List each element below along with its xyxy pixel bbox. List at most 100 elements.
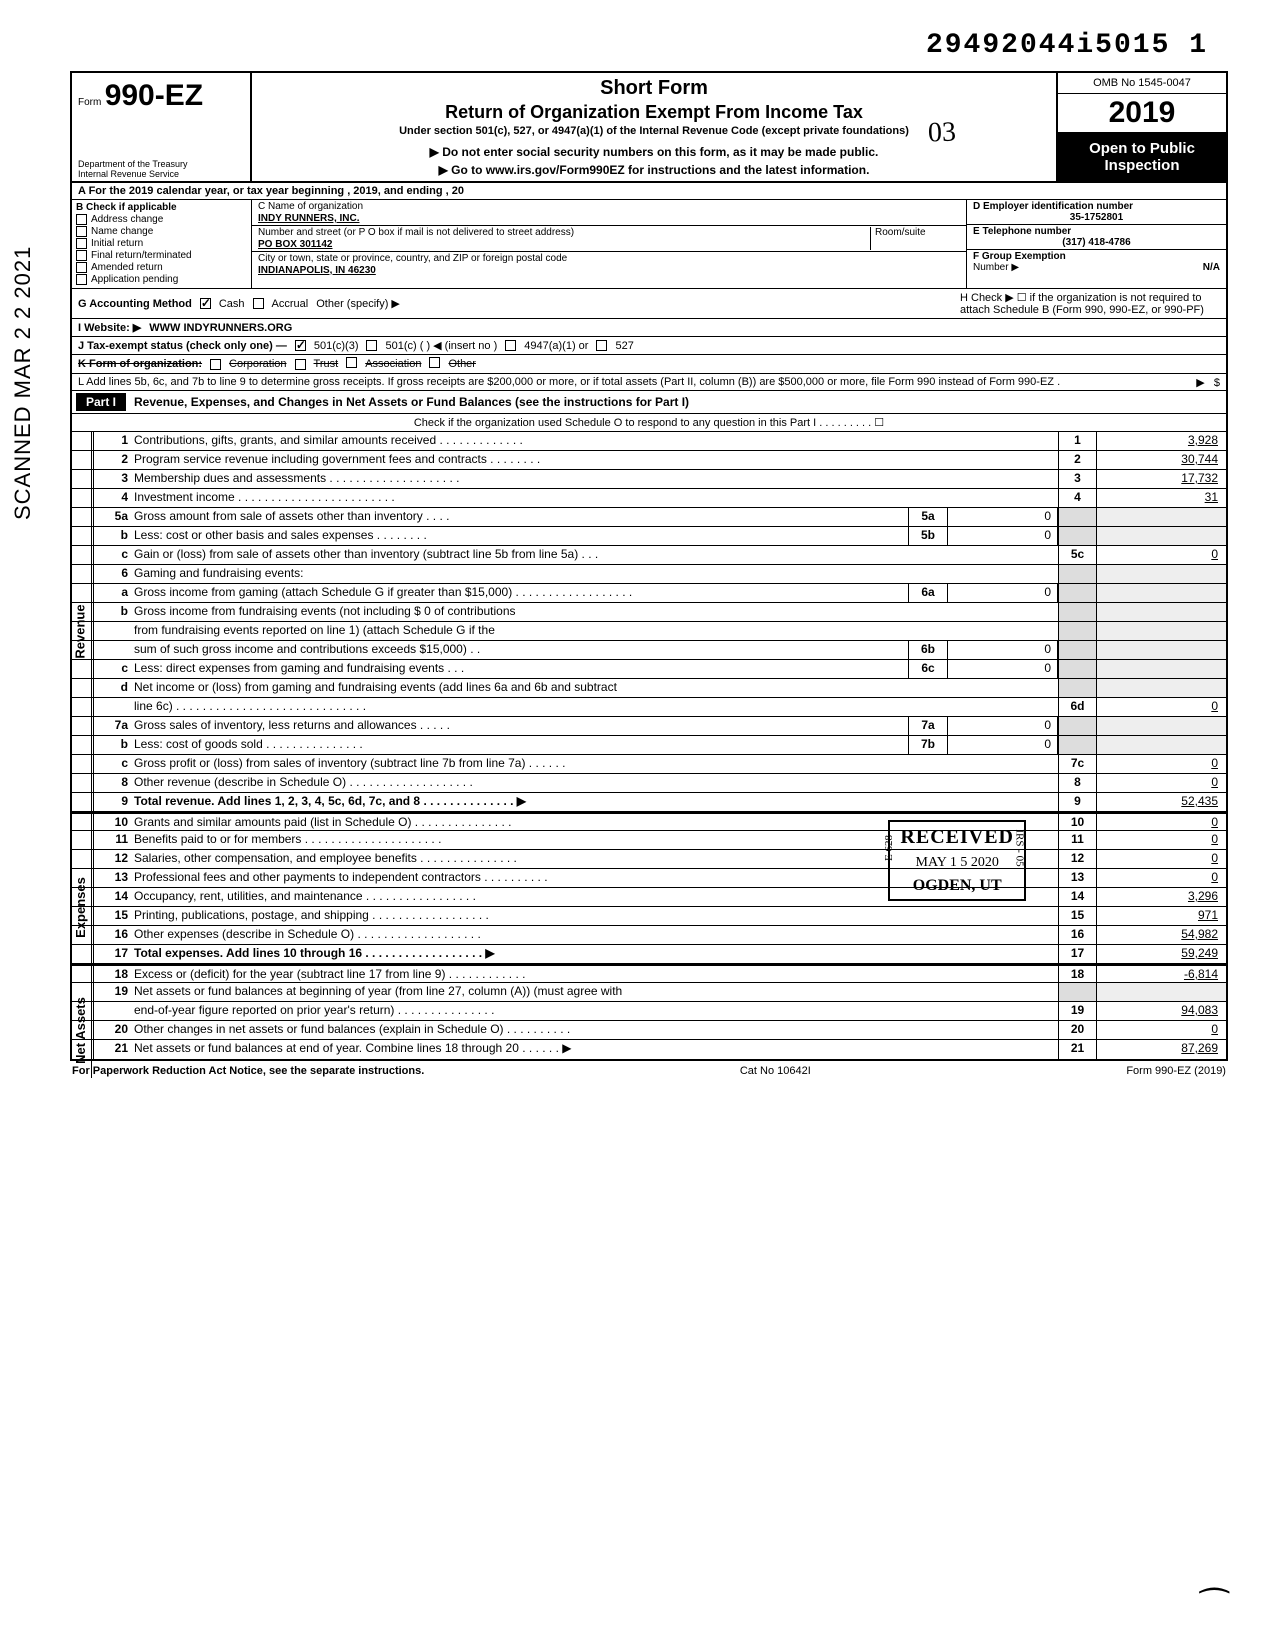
chk-label: Application pending: [91, 274, 178, 285]
line-13: 13Professional fees and other payments t…: [72, 869, 1226, 888]
other-label: Other: [448, 358, 476, 370]
line-10: 10Grants and similar amounts paid (list …: [72, 812, 1226, 831]
org-name: INDY RUNNERS, INC.: [258, 213, 960, 224]
line-4: 4Investment income . . . . . . . . . . .…: [72, 489, 1226, 508]
header-left: Form 990-EZ Department of the Treasury I…: [72, 73, 252, 181]
chk-501c[interactable]: [366, 340, 377, 351]
line-15: 15Printing, publications, postage, and s…: [72, 907, 1226, 926]
chk-501c3[interactable]: [295, 340, 306, 351]
chk-address-change[interactable]: Address change: [76, 214, 247, 225]
scan-date-stamp: SCANNED MAR 2 2 2021: [10, 246, 36, 520]
4947-label: 4947(a)(1) or: [524, 340, 588, 352]
line-j-label: J Tax-exempt status (check only one) —: [78, 340, 287, 352]
line-3: 3Membership dues and assessments . . . .…: [72, 470, 1226, 489]
501c-label: 501(c) ( ) ◀ (insert no ): [385, 339, 497, 352]
room-suite-label: Room/suite: [870, 227, 960, 250]
footer-left: For Paperwork Reduction Act Notice, see …: [72, 1065, 424, 1077]
chk-4947[interactable]: [505, 340, 516, 351]
netassets-side-label: Net Assets: [70, 983, 92, 1078]
handwritten-initial: ⁀: [1201, 1588, 1228, 1628]
ein: 35-1752801: [973, 212, 1220, 223]
line-a: A For the 2019 calendar year, or tax yea…: [70, 183, 1228, 200]
open-line2: Inspection: [1060, 157, 1224, 174]
sec-b-title: B Check if applicable: [76, 202, 247, 213]
ge-label: F Group Exemption: [973, 251, 1220, 262]
chk-initial-return[interactable]: Initial return: [76, 238, 247, 249]
line-5a: 5aGross amount from sale of assets other…: [72, 508, 1226, 527]
line-8: 8Other revenue (describe in Schedule O) …: [72, 774, 1226, 793]
accrual-label: Accrual: [272, 298, 309, 310]
chk-label: Address change: [91, 214, 163, 225]
corp-label: Corporation: [229, 358, 286, 370]
chk-assoc[interactable]: [346, 357, 357, 368]
footer-mid: Cat No 10642I: [740, 1065, 811, 1077]
part1-title: Revenue, Expenses, and Changes in Net As…: [134, 395, 689, 409]
chk-accrual[interactable]: [253, 298, 264, 309]
chk-cash[interactable]: [200, 298, 211, 309]
schedO-text: Check if the organization used Schedule …: [414, 416, 884, 429]
bcd-block: B Check if applicable Address change Nam…: [70, 200, 1228, 289]
addr: PO BOX 301142: [258, 239, 870, 250]
section-c: C Name of organization INDY RUNNERS, INC…: [252, 200, 966, 288]
line-11: 11Benefits paid to or for members . . . …: [72, 831, 1226, 850]
line-6b1: bGross income from fundraising events (n…: [72, 603, 1226, 622]
line-6b2: from fundraising events reported on line…: [72, 622, 1226, 641]
omb-number: OMB No 1545-0047: [1058, 73, 1226, 94]
line-g-h: G Accounting Method Cash Accrual Other (…: [70, 289, 1228, 319]
website: WWW INDYRUNNERS.ORG: [149, 322, 292, 334]
line-l-text: L Add lines 5b, 6c, and 7b to line 9 to …: [78, 376, 1060, 388]
line-7b: bLess: cost of goods sold . . . . . . . …: [72, 736, 1226, 755]
chk-other[interactable]: [429, 357, 440, 368]
section-def: D Employer identification number 35-1752…: [966, 200, 1226, 288]
dept-label: Department of the Treasury Internal Reve…: [78, 159, 244, 179]
line-k-label: K Form of organization:: [78, 358, 202, 370]
chk-application-pending[interactable]: Application pending: [76, 274, 247, 285]
tel-label: E Telephone number: [973, 226, 1220, 237]
line-17: 17Total expenses. Add lines 10 through 1…: [72, 945, 1226, 964]
part1-header: Part I Revenue, Expenses, and Changes in…: [70, 391, 1228, 414]
section-b: B Check if applicable Address change Nam…: [72, 200, 252, 288]
form-prefix: Form: [78, 97, 101, 108]
form-header: Form 990-EZ Department of the Treasury I…: [70, 71, 1228, 183]
open-line1: Open to Public: [1060, 140, 1224, 157]
line-6d2: line 6c) . . . . . . . . . . . . . . . .…: [72, 698, 1226, 717]
line-16: 16Other expenses (describe in Schedule O…: [72, 926, 1226, 945]
tel: (317) 418-4786: [973, 237, 1220, 248]
trust-label: Trust: [314, 358, 339, 370]
chk-final-return[interactable]: Final return/terminated: [76, 250, 247, 261]
addr-label: Number and street (or P O box if mail is…: [258, 227, 870, 238]
line-g-label: G Accounting Method: [78, 298, 192, 310]
document-number: 29492044i5015 1: [40, 30, 1208, 61]
ge-val: N/A: [1203, 262, 1220, 273]
chk-corp[interactable]: [210, 359, 221, 370]
city-label: City or town, state or province, country…: [258, 253, 960, 264]
line-7a: 7aGross sales of inventory, less returns…: [72, 717, 1226, 736]
chk-amended-return[interactable]: Amended return: [76, 262, 247, 273]
expenses-side-label: Expenses: [70, 831, 92, 983]
chk-trust[interactable]: [295, 359, 306, 370]
chk-name-change[interactable]: Name change: [76, 226, 247, 237]
header-right: OMB No 1545-0047 2019 Open to Public Ins…: [1056, 73, 1226, 181]
org-name-label: C Name of organization: [258, 201, 960, 212]
line-5c: cGain or (loss) from sale of assets othe…: [72, 546, 1226, 565]
line-14: 14Occupancy, rent, utilities, and mainte…: [72, 888, 1226, 907]
line-19b: end-of-year figure reported on prior yea…: [72, 1002, 1226, 1021]
page-footer: For Paperwork Reduction Act Notice, see …: [70, 1061, 1228, 1081]
ein-label: D Employer identification number: [973, 201, 1220, 212]
line-19a: 19Net assets or fund balances at beginni…: [72, 983, 1226, 1002]
line-20: 20Other changes in net assets or fund ba…: [72, 1021, 1226, 1040]
revenue-side-label: Revenue: [70, 432, 92, 831]
line-18: 18Excess or (deficit) for the year (subt…: [72, 964, 1226, 983]
line-h: H Check ▶ ☐ if the organization is not r…: [960, 291, 1220, 316]
handwritten-03: 03: [927, 117, 956, 150]
501c3-label: 501(c)(3): [314, 340, 359, 352]
chk-527[interactable]: [596, 340, 607, 351]
line-6b3: sum of such gross income and contributio…: [72, 641, 1226, 660]
part1-label: Part I: [76, 393, 126, 411]
527-label: 527: [615, 340, 633, 352]
part1-table: Revenue Expenses Net Assets E 628 IRS - …: [70, 432, 1228, 1061]
line-21: 21Net assets or fund balances at end of …: [72, 1040, 1226, 1059]
line-9: 9Total revenue. Add lines 1, 2, 3, 4, 5c…: [72, 793, 1226, 812]
ge-label2: Number ▶: [973, 262, 1019, 273]
footer-right: Form 990-EZ (2019): [1126, 1065, 1226, 1077]
